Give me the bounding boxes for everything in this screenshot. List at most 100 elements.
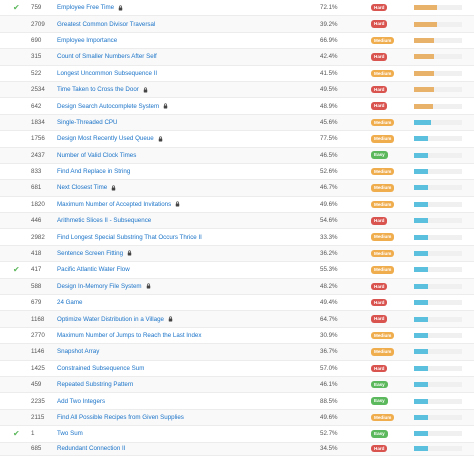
problem-title-text[interactable]: 24 Game xyxy=(57,299,83,307)
problem-number: 1146 xyxy=(31,348,45,356)
problem-title-text[interactable]: Optimize Water Distribution in a Village xyxy=(57,315,164,323)
problem-title-link[interactable]: Next Closest Time xyxy=(57,184,116,191)
table-row[interactable]: 1756 Design Most Recently Used Queue 77.… xyxy=(0,131,474,148)
frequency-bar xyxy=(414,37,462,43)
problem-title-text[interactable]: Sentence Screen Fitting xyxy=(57,250,124,258)
table-row[interactable]: 2235 Add Two Integers 88.5% Easy xyxy=(0,393,474,410)
table-row[interactable]: 315 Count of Smaller Numbers After Self … xyxy=(0,49,474,66)
acceptance-rate: 49.5% xyxy=(320,86,338,94)
problem-title-link[interactable]: Maximum Number of Accepted Invitations xyxy=(57,201,180,208)
table-row[interactable]: 588 Design In-Memory File System 48.2% H… xyxy=(0,278,474,296)
problem-title-text[interactable]: Design Most Recently Used Queue xyxy=(57,135,154,143)
problem-title-link[interactable]: Find And Replace in String xyxy=(57,168,130,175)
problem-title-text[interactable]: Find And Replace in String xyxy=(57,168,131,176)
problem-title-link[interactable]: Find Longest Special Substring That Occu… xyxy=(57,234,202,241)
table-row[interactable]: ✔ 759 Employee Free Time 72.1% Hard xyxy=(0,0,474,17)
table-row[interactable]: 446 Arithmetic Slices II - Subsequence 5… xyxy=(0,213,474,230)
problem-title-text[interactable]: Maximum Number of Jumps to Reach the Las… xyxy=(57,332,202,339)
problem-title-link[interactable]: Design Search Autocomplete System xyxy=(57,103,168,110)
problem-title-text[interactable]: Number of Valid Clock Times xyxy=(57,151,137,159)
problem-title-text[interactable]: Count of Smaller Numbers After Self xyxy=(57,53,157,61)
problem-title-link[interactable]: Arithmetic Slices II - Subsequence xyxy=(57,217,151,224)
problem-title-link[interactable]: 24 Game xyxy=(57,299,82,306)
table-row[interactable]: 418 Sentence Screen Fitting 36.2% Medium xyxy=(0,245,474,263)
problem-title-text[interactable]: Time Taken to Cross the Door xyxy=(57,86,139,94)
table-row[interactable]: 833 Find And Replace in String 52.6% Med… xyxy=(0,163,474,181)
problem-title-text[interactable]: Employee Free Time xyxy=(57,4,115,12)
problem-title-text[interactable]: Add Two Integers xyxy=(57,397,106,405)
table-row[interactable]: 690 Employee Importance 66.9% Medium xyxy=(0,32,474,50)
problem-title-link[interactable]: Two Sum xyxy=(57,430,83,437)
problem-title-link[interactable]: Find All Possible Recipes from Given Sup… xyxy=(57,414,184,421)
problem-title-text[interactable]: Find All Possible Recipes from Given Sup… xyxy=(57,413,184,421)
problem-title-text[interactable]: Arithmetic Slices II - Subsequence xyxy=(57,217,152,225)
problem-title-link[interactable]: Single-Threaded CPU xyxy=(57,119,118,126)
problem-title-link[interactable]: Repeated Substring Pattern xyxy=(57,381,133,388)
problem-title-text[interactable]: Find Longest Special Substring That Occu… xyxy=(57,233,202,241)
problem-title-text[interactable]: Redundant Connection II xyxy=(57,445,126,453)
problem-number: 681 xyxy=(31,184,42,192)
problem-title-text[interactable]: Two Sum xyxy=(57,430,83,438)
problem-title-text[interactable]: Greatest Common Divisor Traversal xyxy=(57,20,156,28)
table-row[interactable]: ✔ 1 Two Sum 52.7% Easy xyxy=(0,426,474,443)
problem-title-link[interactable]: Add Two Integers xyxy=(57,398,105,405)
problem-title-text[interactable]: Repeated Substring Pattern xyxy=(57,381,134,389)
problem-title-text[interactable]: Single-Threaded CPU xyxy=(57,118,118,126)
problem-title-link[interactable]: Employee Free Time xyxy=(57,4,123,11)
table-row[interactable]: ✔ 417 Pacific Atlantic Water Flow 55.3% … xyxy=(0,262,474,279)
problem-title-link[interactable]: Constrained Subsequence Sum xyxy=(57,365,144,372)
problem-title-link[interactable]: Time Taken to Cross the Door xyxy=(57,86,148,93)
frequency-bar xyxy=(414,283,462,289)
problem-title-text[interactable]: Snapshot Array xyxy=(57,348,100,356)
table-row[interactable]: 2534 Time Taken to Cross the Door 49.5% … xyxy=(0,81,474,99)
table-row[interactable]: 685 Redundant Connection II 34.5% Hard xyxy=(0,442,474,456)
problem-title-text[interactable]: Employee Importance xyxy=(57,36,118,44)
table-row[interactable]: 2437 Number of Valid Clock Times 46.5% E… xyxy=(0,147,474,164)
problem-title-link[interactable]: Redundant Connection II xyxy=(57,445,125,452)
table-row[interactable]: 459 Repeated Substring Pattern 46.1% Eas… xyxy=(0,376,474,394)
problem-title-link[interactable]: Optimize Water Distribution in a Village xyxy=(57,316,173,323)
problem-title-link[interactable]: Longest Uncommon Subsequence II xyxy=(57,70,157,77)
table-row[interactable]: 1820 Maximum Number of Accepted Invitati… xyxy=(0,196,474,214)
table-row[interactable]: 2982 Find Longest Special Substring That… xyxy=(0,229,474,246)
table-row[interactable]: 1146 Snapshot Array 36.7% Medium xyxy=(0,344,474,361)
frequency-bar xyxy=(414,218,462,224)
lock-icon xyxy=(118,4,123,11)
problem-title-text[interactable]: Design Search Autocomplete System xyxy=(57,102,160,110)
problem-title-link[interactable]: Employee Importance xyxy=(57,37,117,44)
table-row[interactable]: 2770 Maximum Number of Jumps to Reach th… xyxy=(0,327,474,345)
table-row[interactable]: 2115 Find All Possible Recipes from Give… xyxy=(0,409,474,427)
problem-title-link[interactable]: Pacific Atlantic Water Flow xyxy=(57,266,130,273)
table-row[interactable]: 522 Longest Uncommon Subsequence II 41.5… xyxy=(0,65,474,82)
table-row[interactable]: 1834 Single-Threaded CPU 45.6% Medium xyxy=(0,114,474,132)
problem-title-text[interactable]: Longest Uncommon Subsequence II xyxy=(57,69,158,77)
problem-title-text[interactable]: Maximum Number of Accepted Invitations xyxy=(57,200,172,208)
table-row[interactable]: 642 Design Search Autocomplete System 48… xyxy=(0,98,474,115)
problem-title-link[interactable]: Sentence Screen Fitting xyxy=(57,250,132,257)
frequency-bar-fill xyxy=(414,283,429,289)
table-row[interactable]: 1425 Constrained Subsequence Sum 57.0% H… xyxy=(0,360,474,377)
problem-title-link[interactable]: Count of Smaller Numbers After Self xyxy=(57,53,157,60)
table-row[interactable]: 681 Next Closest Time 46.7% Medium xyxy=(0,180,474,197)
acceptance-rate: 49.6% xyxy=(320,200,338,208)
acceptance-rate: 34.5% xyxy=(320,445,338,453)
acceptance-rate: 48.2% xyxy=(320,282,338,290)
table-row[interactable]: 679 24 Game 49.4% Hard xyxy=(0,295,474,312)
problem-title-link[interactable]: Snapshot Array xyxy=(57,348,99,355)
problem-title-text[interactable]: Next Closest Time xyxy=(57,184,108,192)
problem-title-text[interactable]: Design In-Memory File System xyxy=(57,282,142,290)
problem-title-link[interactable]: Greatest Common Divisor Traversal xyxy=(57,21,155,28)
problem-title-text[interactable]: Constrained Subsequence Sum xyxy=(57,364,145,372)
problem-title-link[interactable]: Maximum Number of Jumps to Reach the Las… xyxy=(57,332,201,339)
problem-title-text[interactable]: Pacific Atlantic Water Flow xyxy=(57,266,130,274)
acceptance-rate: 77.5% xyxy=(320,135,338,143)
frequency-bar xyxy=(414,136,462,142)
problem-title-link[interactable]: Design In-Memory File System xyxy=(57,283,151,290)
problem-title-link[interactable]: Design Most Recently Used Queue xyxy=(57,135,163,142)
table-row[interactable]: 1168 Optimize Water Distribution in a Vi… xyxy=(0,311,474,328)
table-row[interactable]: 2709 Greatest Common Divisor Traversal 3… xyxy=(0,16,474,33)
acceptance-rate: 46.5% xyxy=(320,151,338,159)
problem-title-link[interactable]: Number of Valid Clock Times xyxy=(57,152,136,159)
frequency-bar xyxy=(414,169,462,175)
